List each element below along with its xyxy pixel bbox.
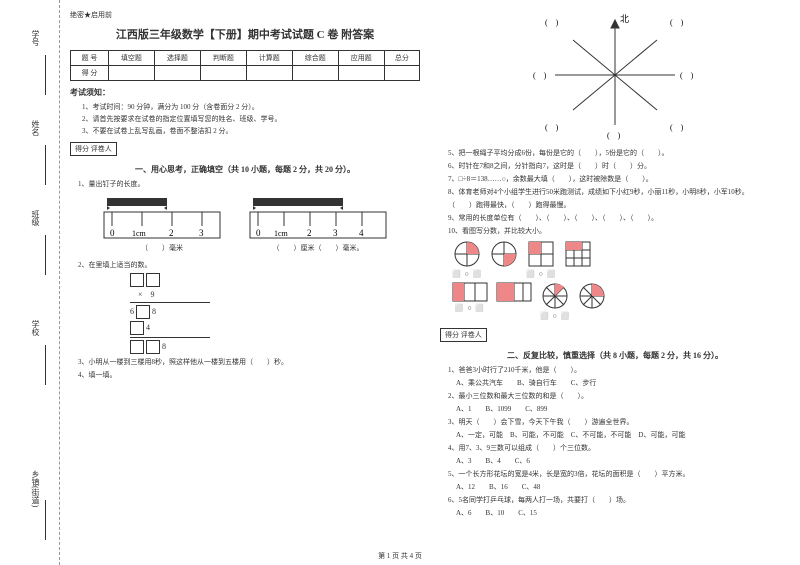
th: 总分	[384, 51, 419, 66]
frac-square	[564, 240, 592, 278]
frac-rect: ⬜ ○ ⬜	[452, 282, 488, 320]
rule-item: 3、不要在试卷上乱写乱画，卷面不整洁扣 2 分。	[82, 126, 420, 136]
mc-opts: A、一定，可能 B、可能，不可能 C、不可能，不可能 D、可能，可能	[456, 430, 790, 440]
mc-q: 1、爸爸3小时行了210千米，他是（ ）。	[448, 365, 790, 375]
rule-item: 1、考试时间：90 分钟，满分为 100 分（含卷面分 2 分）。	[82, 102, 420, 112]
rulers-row: 0 1cm 2 3 （ ）毫米 0	[70, 192, 420, 257]
svg-text:( ): ( )	[545, 123, 559, 132]
row-label: 得 分	[71, 66, 109, 81]
mc-opts: A、6 B、10 C、15	[456, 508, 790, 518]
main-content: 绝密★启用前 江西版三年级数学【下册】期中考试试题 C 卷 附答案 题 号 填空…	[70, 10, 790, 518]
table-row: 得 分	[71, 66, 420, 81]
frac-circle	[578, 282, 606, 320]
sidebar-label-name: 姓名	[30, 120, 41, 136]
question-8: 8、体育老师对4个小组学生进行50米跑测试，成绩如下小红9秒，小丽11秒，小明8…	[448, 187, 790, 197]
question-3: 3、小明从一楼到三楼用8秒，照这样他从一楼到五楼用（ ）秒。	[78, 357, 420, 367]
svg-text:0: 0	[256, 228, 261, 238]
frac-rect	[496, 282, 532, 320]
sidebar-line	[45, 235, 46, 275]
mc-q: 2、最小三位数和最大三位数的和是（ ）。	[448, 391, 790, 401]
question-2: 2、在里填上适当的数。	[78, 260, 420, 270]
sidebar-label-class: 班级	[30, 210, 41, 226]
part2-title: 二、反复比较，慎重选择（共 8 小题，每题 2 分，共 16 分）。	[440, 350, 790, 361]
score-table: 题 号 填空题 选择题 判断题 计算题 综合题 应用题 总分 得 分	[70, 50, 420, 81]
question-8b: （ ）跑得最快，（ ）跑得最慢。	[448, 200, 790, 210]
svg-text:2: 2	[169, 228, 174, 238]
sidebar-line	[45, 500, 46, 540]
svg-text:( ): ( )	[670, 18, 684, 27]
svg-text:( ): ( )	[607, 131, 621, 140]
question-7: 7、□÷8＝138……○，余数最大填（ ），这时被除数是（ ）。	[448, 174, 790, 184]
svg-text:4: 4	[359, 228, 364, 238]
frac-square: ⬜ ○ ⬜	[526, 240, 556, 278]
svg-text:2: 2	[307, 228, 312, 238]
th: 综合题	[292, 51, 338, 66]
mc-opts: A、3 B、4 C、6	[456, 456, 790, 466]
rule-item: 2、请首先按要求在试卷的指定位置填写您的姓名、班级、学号。	[82, 114, 420, 124]
th: 判断题	[200, 51, 246, 66]
page-footer: 第 1 页 共 4 页	[0, 551, 800, 561]
binding-sidebar: 学号 姓名 班级 学校 乡镇(街道)	[0, 0, 60, 565]
svg-text:( ): ( )	[533, 71, 547, 80]
svg-text:( ): ( )	[670, 123, 684, 132]
svg-text:1cm: 1cm	[274, 229, 289, 238]
part1-title: 一、用心思考，正确填空（共 10 小题，每题 2 分，共 20 分）。	[70, 164, 420, 175]
frac-circle	[490, 240, 518, 278]
fraction-diagrams-2: ⬜ ○ ⬜ ⬜ ○ ⬜	[452, 282, 790, 320]
svg-text:0: 0	[110, 228, 115, 238]
sidebar-label-school: 学校	[30, 320, 41, 336]
sidebar-line	[45, 55, 46, 95]
mc-opts: A、12 B、16 C、48	[456, 482, 790, 492]
mc-q: 6、5名同学打乒乓球，每两人打一场，共要打（ ）场。	[448, 495, 790, 505]
ruler1-label: （ ）毫米	[102, 243, 222, 253]
rules-list: 1、考试时间：90 分钟，满分为 100 分（含卷面分 2 分）。 2、请首先按…	[70, 102, 420, 136]
mc-q: 4、用7、3、9三数可以组成（ ）个三位数。	[448, 443, 790, 453]
svg-text:1cm: 1cm	[132, 229, 147, 238]
question-10: 10、看图写分数，并比较大小。	[448, 226, 790, 236]
secret-label: 绝密★启用前	[70, 10, 420, 20]
exam-title: 江西版三年级数学【下册】期中考试试题 C 卷 附答案	[70, 26, 420, 42]
frac-circle: ⬜ ○ ⬜	[452, 240, 482, 278]
sidebar-line	[45, 345, 46, 385]
score-grader-box: 得分 评卷人	[70, 142, 117, 156]
ruler2-label: （ ）厘米（ ）毫米。	[248, 243, 388, 253]
sidebar-label-id: 学号	[30, 30, 41, 46]
svg-text:3: 3	[333, 228, 338, 238]
fraction-diagrams: ⬜ ○ ⬜ ⬜ ○ ⬜	[452, 240, 790, 278]
compass-diagram: 北 ( ) ( ) ( ) ( ) ( ) ( ) ( )	[440, 10, 790, 142]
mc-q: 5、一个长方形花坛的宽是4米，长是宽的3倍，花坛的面积是（ ）平方米。	[448, 469, 790, 479]
notice-head: 考试须知：	[70, 87, 420, 98]
ruler-2: 0 1cm 2 3 4 （ ）厘米（ ）毫米。	[248, 196, 388, 253]
svg-text:( ): ( )	[545, 18, 559, 27]
sidebar-line	[45, 145, 46, 185]
right-column: 北 ( ) ( ) ( ) ( ) ( ) ( ) ( ) 5、把一根绳子平均分…	[440, 10, 790, 518]
question-5: 5、把一根绳子平均分成6份，每份是它的（ ），5份是它的（ ）。	[448, 148, 790, 158]
th: 选择题	[154, 51, 200, 66]
question-1: 1、量出钉子的长度。	[78, 179, 420, 189]
th: 填空题	[108, 51, 154, 66]
question-9: 9、常用的长度单位有（ ）、（ ）、（ ）、（ ）、（ ）。	[448, 213, 790, 223]
ruler-1: 0 1cm 2 3 （ ）毫米	[102, 196, 222, 253]
question-6: 6、时针在7和8之间，分针指向7，这时是（ ）时（ ）分。	[448, 161, 790, 171]
th: 题 号	[71, 51, 109, 66]
question-4: 4、填一填。	[78, 370, 420, 380]
left-column: 绝密★启用前 江西版三年级数学【下册】期中考试试题 C 卷 附答案 题 号 填空…	[70, 10, 420, 518]
mc-opts: A、1 B、1099 C、899	[456, 404, 790, 414]
score-grader-box-2: 得分 评卷人	[440, 328, 487, 342]
mc-q: 3、明天（ ）会下雪，今天下午我（ ）游遍全世界。	[448, 417, 790, 427]
calculation-block: × 9 6 8 4 8	[130, 273, 420, 354]
th: 计算题	[246, 51, 292, 66]
svg-text:3: 3	[199, 228, 204, 238]
svg-text:( ): ( )	[680, 71, 694, 80]
th: 应用题	[338, 51, 384, 66]
table-row: 题 号 填空题 选择题 判断题 计算题 综合题 应用题 总分	[71, 51, 420, 66]
compass-north: 北	[620, 14, 629, 24]
frac-circle: ⬜ ○ ⬜	[540, 282, 570, 320]
sidebar-label-town: 乡镇(街道)	[30, 470, 41, 507]
mc-opts: A、乘公共汽车 B、骑自行车 C、步行	[456, 378, 790, 388]
